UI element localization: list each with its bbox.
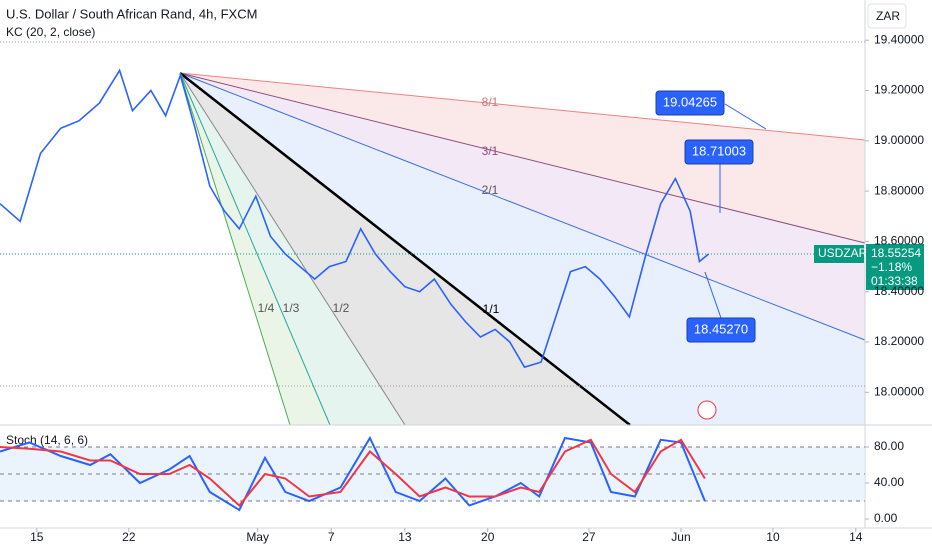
symbol-label: USDZAR	[818, 246, 868, 260]
y-tick-label: 18.00000	[874, 384, 924, 398]
symbol-tag	[814, 245, 864, 263]
last-price: 18.55254	[871, 246, 921, 260]
y-tick-label: 19.20000	[874, 83, 924, 97]
callout-box	[684, 139, 754, 165]
fan-line	[179, 72, 866, 244]
fan-label: 1/4	[258, 301, 275, 315]
y-tick-label: 18.80000	[874, 183, 924, 197]
chart-title: U.S. Dollar / South African Rand, 4h, FX…	[6, 6, 257, 21]
callout-label: 19.04265	[663, 94, 717, 109]
indicator-label: KC (20, 2, close)	[6, 25, 95, 39]
currency-box[interactable]	[867, 3, 907, 29]
x-tick-label: 22	[122, 530, 136, 544]
fan-label: 1/2	[333, 301, 350, 315]
y-tick-label: 40.00	[874, 475, 904, 489]
callout-leader	[704, 271, 722, 319]
x-tick-label: Jun	[671, 530, 690, 544]
callout-box	[686, 317, 756, 343]
x-tick-label: 10	[766, 530, 780, 544]
fan-label: 1/3	[283, 301, 300, 315]
fan-line	[179, 72, 866, 141]
series-line	[0, 438, 706, 507]
fan-label: 8/1	[482, 95, 499, 109]
x-tick-label: 20	[481, 530, 495, 544]
x-tick-label: 7	[328, 530, 335, 544]
x-tick-label: 13	[398, 530, 412, 544]
y-tick-label: 18.60000	[874, 234, 924, 248]
x-tick-label: 15	[30, 530, 44, 544]
y-tick-label: 19.00000	[874, 133, 924, 147]
callout-leader	[724, 103, 767, 130]
callout-label: 18.71003	[692, 143, 746, 158]
y-tick-label: 19.40000	[874, 32, 924, 46]
fan-line	[179, 72, 331, 426]
callout-box	[655, 90, 725, 116]
series-line	[0, 435, 706, 512]
currency-label[interactable]: ZAR	[876, 9, 900, 23]
fan-line	[179, 72, 866, 341]
fan-label: 3/1	[482, 144, 499, 158]
countdown: 01:33:38	[871, 274, 918, 288]
fan-label: 1/1	[483, 302, 500, 316]
y-tick-label: 0.00	[874, 511, 898, 525]
price-tag	[866, 244, 924, 290]
price-change: −1.18%	[871, 260, 912, 274]
series-line	[0, 68, 710, 369]
fan-label: 2/1	[482, 183, 499, 197]
x-tick-label: May	[246, 530, 269, 544]
fan-line	[179, 72, 631, 426]
x-tick-label: 27	[582, 530, 596, 544]
y-tick-label: 80.00	[874, 439, 904, 453]
x-tick-label: 14	[849, 530, 863, 544]
event-icon[interactable]	[697, 400, 717, 420]
y-tick-label: 18.40000	[874, 284, 924, 298]
callout-label: 18.45270	[694, 321, 748, 336]
fan-line	[179, 72, 406, 426]
y-tick-label: 18.20000	[874, 334, 924, 348]
fan-line	[179, 72, 291, 426]
